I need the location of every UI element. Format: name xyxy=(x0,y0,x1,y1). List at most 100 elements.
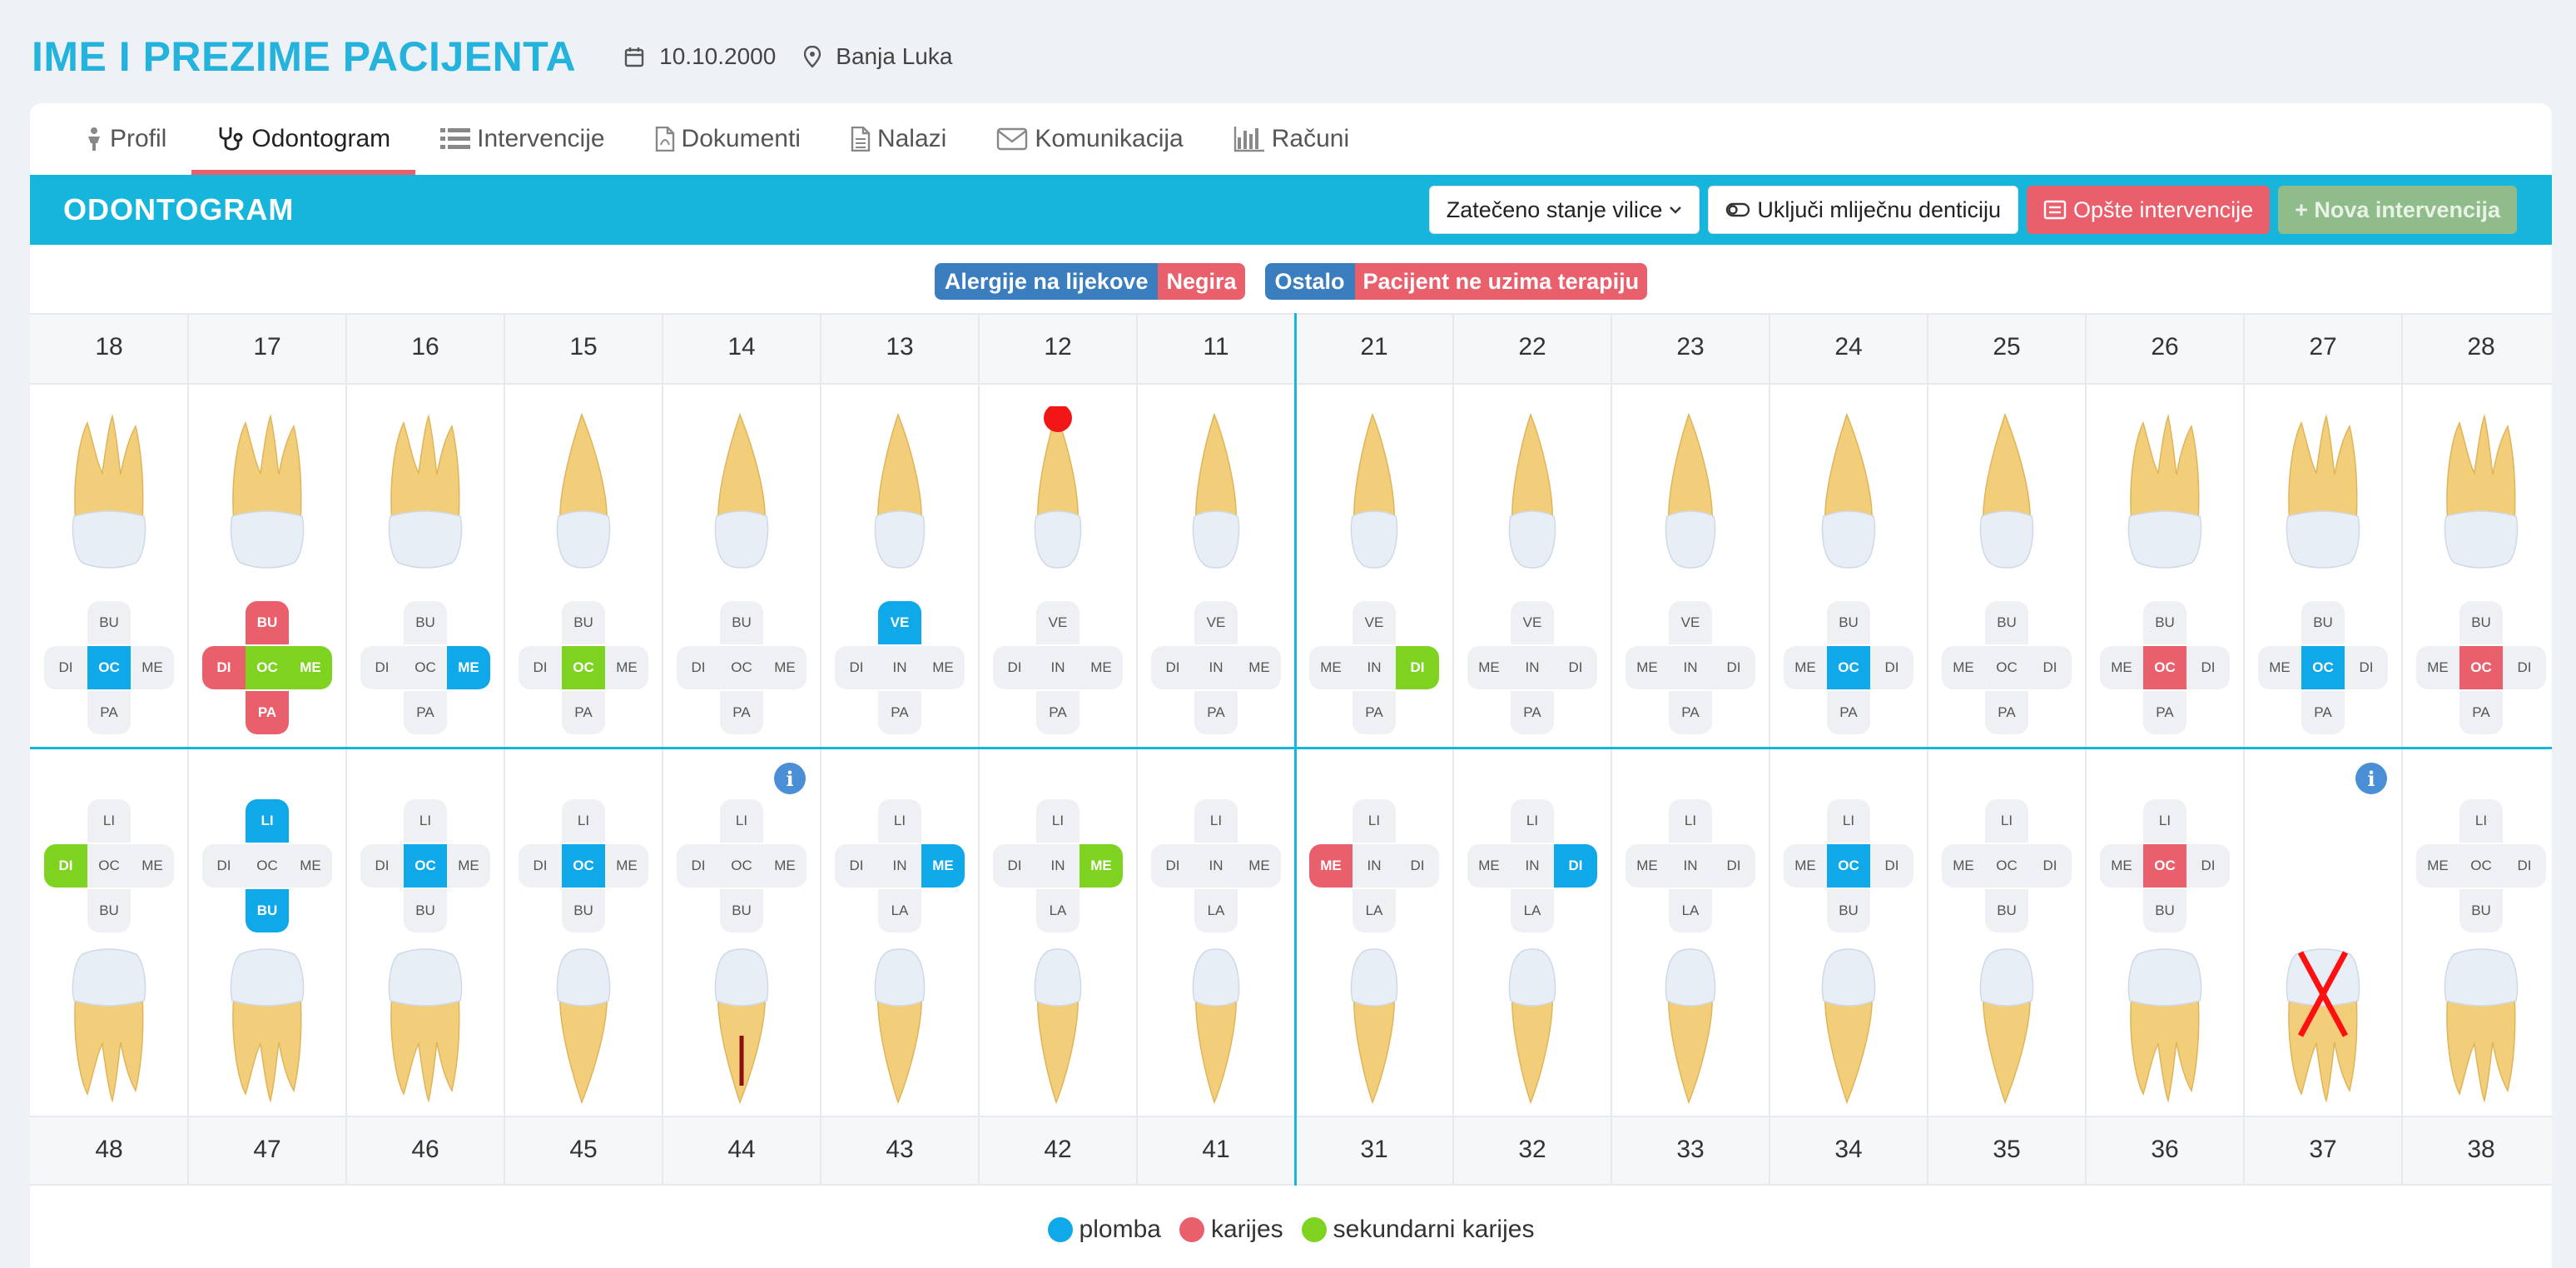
new-intervention-button[interactable]: + Nova intervencija xyxy=(2278,186,2517,234)
surface-li[interactable]: LI xyxy=(1827,799,1870,843)
tooth-illustration[interactable] xyxy=(1012,936,1104,1111)
surface-pa[interactable]: PA xyxy=(1827,691,1870,734)
surface-me[interactable]: ME xyxy=(289,646,332,689)
surface-di[interactable]: DI xyxy=(835,844,878,888)
surface-bu[interactable]: BU xyxy=(2143,601,2186,644)
tab-odontogram[interactable]: Odontogram xyxy=(191,103,415,175)
surface-me[interactable]: ME xyxy=(605,646,648,689)
surface-ve[interactable]: VE xyxy=(1353,601,1396,644)
surface-oc[interactable]: OC xyxy=(404,844,447,888)
tooth-illustration[interactable] xyxy=(1170,406,1262,581)
surface-li[interactable]: LI xyxy=(404,799,447,843)
milk-dentition-toggle[interactable]: Uključi mliječnu denticiju xyxy=(1708,186,2019,234)
surface-bu[interactable]: BU xyxy=(87,889,131,932)
surface-li[interactable]: LI xyxy=(1511,799,1554,843)
surface-bu[interactable]: BU xyxy=(1827,601,1870,644)
surface-pa[interactable]: PA xyxy=(1985,691,2028,734)
general-interventions-button[interactable]: Opšte intervencije xyxy=(2027,186,2271,234)
surface-me[interactable]: ME xyxy=(2416,646,2459,689)
surface-di[interactable]: DI xyxy=(1870,646,1913,689)
surface-oc[interactable]: OC xyxy=(2459,844,2503,888)
surface-bu[interactable]: BU xyxy=(246,889,289,932)
surface-me[interactable]: ME xyxy=(1080,646,1123,689)
tab-nalazi[interactable]: Nalazi xyxy=(826,103,971,175)
surface-li[interactable]: LI xyxy=(1985,799,2028,843)
surface-bu[interactable]: BU xyxy=(87,601,131,644)
surface-di[interactable]: DI xyxy=(1870,844,1913,888)
surface-ve[interactable]: VE xyxy=(1669,601,1712,644)
surface-ve[interactable]: VE xyxy=(1194,601,1238,644)
tooth-illustration[interactable] xyxy=(854,936,946,1111)
surface-pa[interactable]: PA xyxy=(87,691,131,734)
surface-in[interactable]: IN xyxy=(1194,844,1238,888)
surface-oc[interactable]: OC xyxy=(1827,646,1870,689)
surface-di[interactable]: DI xyxy=(1554,646,1597,689)
surface-di[interactable]: DI xyxy=(2503,844,2546,888)
tooth-illustration[interactable] xyxy=(2277,406,2369,581)
surface-oc[interactable]: OC xyxy=(720,646,763,689)
surface-ve[interactable]: VE xyxy=(878,601,921,644)
surface-in[interactable]: IN xyxy=(878,646,921,689)
tooth-illustration[interactable] xyxy=(2277,936,2369,1111)
surface-ve[interactable]: VE xyxy=(1511,601,1554,644)
tooth-illustration[interactable] xyxy=(538,406,629,581)
surface-me[interactable]: ME xyxy=(2100,646,2143,689)
surface-la[interactable]: LA xyxy=(1194,889,1238,932)
surface-bu[interactable]: BU xyxy=(404,601,447,644)
surface-la[interactable]: LA xyxy=(1353,889,1396,932)
surface-li[interactable]: LI xyxy=(1353,799,1396,843)
surface-oc[interactable]: OC xyxy=(87,844,131,888)
jaw-state-select[interactable]: Zatečeno stanje vilice xyxy=(1428,186,1700,234)
surface-di[interactable]: DI xyxy=(1151,844,1194,888)
surface-me[interactable]: ME xyxy=(1784,646,1827,689)
surface-pa[interactable]: PA xyxy=(720,691,763,734)
surface-me[interactable]: ME xyxy=(1309,646,1353,689)
tooth-illustration[interactable] xyxy=(2119,936,2211,1111)
surface-oc[interactable]: OC xyxy=(562,646,605,689)
surface-bu[interactable]: BU xyxy=(1985,889,2028,932)
tooth-illustration[interactable] xyxy=(854,406,946,581)
tab-racuni[interactable]: Računi xyxy=(1209,103,1374,175)
surface-me[interactable]: ME xyxy=(921,844,965,888)
surface-oc[interactable]: OC xyxy=(404,646,447,689)
surface-me[interactable]: ME xyxy=(1309,844,1353,888)
surface-li[interactable]: LI xyxy=(1036,799,1080,843)
surface-oc[interactable]: OC xyxy=(720,844,763,888)
surface-in[interactable]: IN xyxy=(1511,844,1554,888)
surface-me[interactable]: ME xyxy=(763,844,807,888)
surface-oc[interactable]: OC xyxy=(2459,646,2503,689)
info-icon[interactable]: i xyxy=(2355,763,2387,794)
tooth-illustration[interactable] xyxy=(63,406,155,581)
surface-bu[interactable]: BU xyxy=(404,889,447,932)
tooth-illustration[interactable] xyxy=(2435,406,2527,581)
surface-li[interactable]: LI xyxy=(878,799,921,843)
surface-di[interactable]: DI xyxy=(44,646,87,689)
surface-in[interactable]: IN xyxy=(1353,646,1396,689)
surface-di[interactable]: DI xyxy=(202,844,246,888)
tooth-illustration[interactable] xyxy=(221,936,313,1111)
surface-pa[interactable]: PA xyxy=(404,691,447,734)
surface-bu[interactable]: BU xyxy=(1985,601,2028,644)
surface-di[interactable]: DI xyxy=(2186,844,2230,888)
surface-pa[interactable]: PA xyxy=(1036,691,1080,734)
tab-dokumenti[interactable]: Dokumenti xyxy=(630,103,826,175)
tooth-illustration[interactable] xyxy=(1170,936,1262,1111)
surface-pa[interactable]: PA xyxy=(2143,691,2186,734)
surface-in[interactable]: IN xyxy=(1511,646,1554,689)
tooth-illustration[interactable] xyxy=(538,936,629,1111)
surface-pa[interactable]: PA xyxy=(1669,691,1712,734)
surface-me[interactable]: ME xyxy=(2416,844,2459,888)
surface-pa[interactable]: PA xyxy=(1194,691,1238,734)
surface-oc[interactable]: OC xyxy=(1985,844,2028,888)
tooth-illustration[interactable] xyxy=(221,406,313,581)
surface-pa[interactable]: PA xyxy=(2459,691,2503,734)
surface-di[interactable]: DI xyxy=(677,646,720,689)
surface-oc[interactable]: OC xyxy=(2301,646,2345,689)
surface-pa[interactable]: PA xyxy=(878,691,921,734)
surface-di[interactable]: DI xyxy=(835,646,878,689)
surface-di[interactable]: DI xyxy=(360,646,404,689)
surface-in[interactable]: IN xyxy=(1036,844,1080,888)
surface-me[interactable]: ME xyxy=(447,844,490,888)
tab-profil[interactable]: Profil xyxy=(60,103,191,175)
surface-oc[interactable]: OC xyxy=(1985,646,2028,689)
